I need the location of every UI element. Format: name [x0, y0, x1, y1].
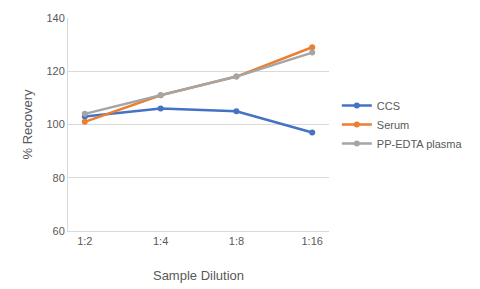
svg-text:80: 80 — [53, 172, 65, 184]
svg-text:% Recovery: % Recovery — [20, 89, 35, 160]
svg-text:1:2: 1:2 — [77, 235, 92, 247]
svg-text:100: 100 — [46, 118, 64, 130]
svg-text:1:16: 1:16 — [301, 235, 322, 247]
svg-text:1:8: 1:8 — [229, 235, 244, 247]
svg-text:CCS: CCS — [377, 100, 400, 112]
svg-text:120: 120 — [46, 65, 64, 77]
svg-text:140: 140 — [46, 12, 64, 24]
svg-text:Serum: Serum — [377, 119, 409, 131]
svg-text:1:4: 1:4 — [153, 235, 168, 247]
svg-text:60: 60 — [53, 225, 65, 237]
svg-text:PP-EDTA plasma: PP-EDTA plasma — [377, 138, 463, 150]
svg-text:Sample Dilution: Sample Dilution — [153, 268, 244, 283]
